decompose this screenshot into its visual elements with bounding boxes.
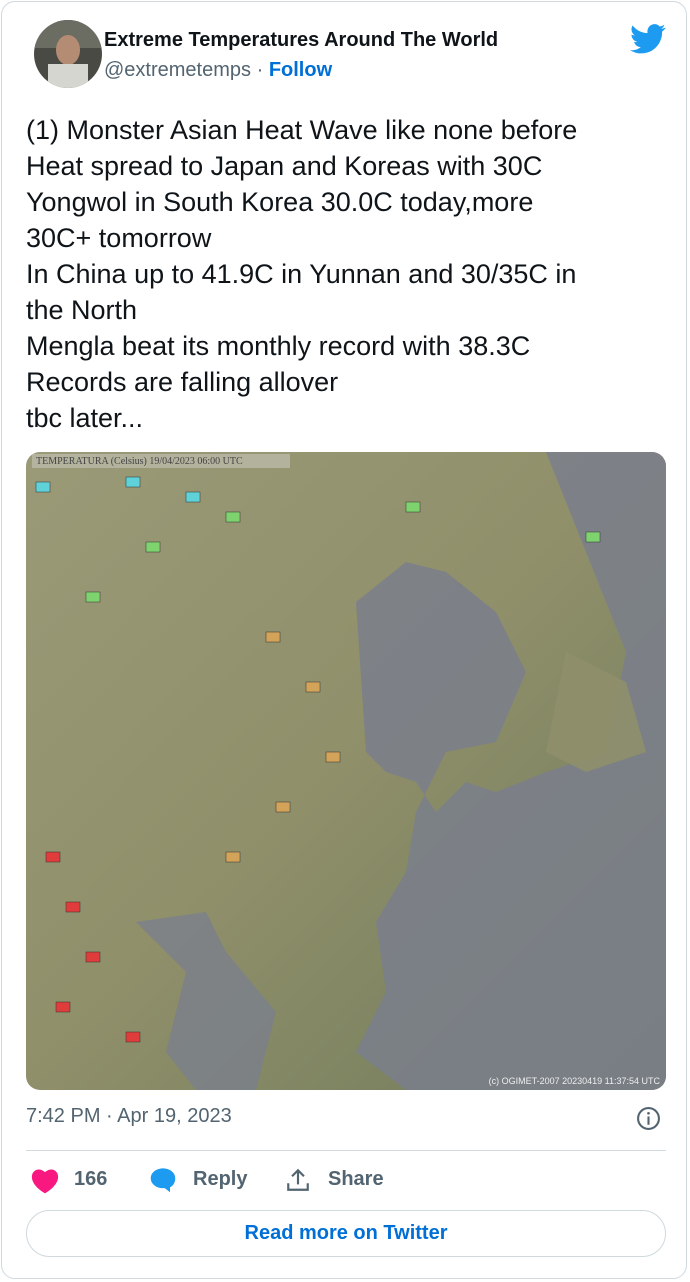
reply-icon[interactable] — [149, 1166, 177, 1194]
info-icon[interactable] — [636, 1106, 661, 1131]
share-button[interactable]: Share — [328, 1168, 384, 1190]
twitter-logo[interactable] — [630, 24, 666, 54]
tweet-line: Yongwol in South Korea 30.0C today,more — [26, 187, 534, 217]
account-name[interactable]: Extreme Temperatures Around The World — [104, 29, 499, 51]
like-icon[interactable] — [31, 1168, 59, 1194]
timestamp[interactable]: 7:42 PM · Apr 19, 2023 — [26, 1105, 232, 1128]
follow-link[interactable]: Follow — [268, 59, 333, 81]
reply-button[interactable]: Reply — [193, 1168, 248, 1190]
tweet-line: Mengla beat its monthly record with 38.3… — [26, 331, 531, 361]
time[interactable]: 7:42 PM — [26, 1105, 101, 1127]
tweet-line: the North — [26, 295, 138, 325]
tweet-image[interactable]: TEMPERATURA (Celsius) 19/04/2023 06:00 U… — [26, 452, 666, 1090]
share-icon[interactable] — [285, 1167, 311, 1193]
map-credit: (c) OGIMET-2007 20230419 11:37:54 UTC — [489, 1076, 661, 1086]
tweet-line: Heat spread to Japan and Koreas with 30C — [26, 151, 543, 181]
tweet-line: 30C+ tomorrow — [26, 223, 212, 253]
temperature-map: TEMPERATURA (Celsius) 19/04/2023 06:00 U… — [26, 452, 666, 1090]
avatar[interactable] — [34, 20, 102, 88]
tweet-line: tbc later... — [26, 403, 144, 433]
date[interactable]: Apr 19, 2023 — [117, 1105, 232, 1127]
like-count[interactable]: 166 — [74, 1168, 108, 1190]
separator: · — [256, 59, 264, 81]
tweet-line: In China up to 41.9C in Yunnan and 30/35… — [26, 259, 577, 289]
map-title: TEMPERATURA (Celsius) 19/04/2023 06:00 U… — [36, 456, 243, 467]
read-more-button[interactable]: Read more on Twitter — [26, 1210, 666, 1257]
tweet-line: (1) Monster Asian Heat Wave like none be… — [26, 115, 578, 145]
tweet-line: Records are falling allover — [26, 367, 339, 397]
account-handle[interactable]: @extremetemps · Follow — [104, 59, 332, 82]
separator: · — [106, 1105, 113, 1127]
divider — [26, 1150, 666, 1151]
handle[interactable]: @extremetemps — [104, 59, 252, 81]
tweet-text: (1) Monster Asian Heat Wave like none be… — [26, 112, 577, 436]
